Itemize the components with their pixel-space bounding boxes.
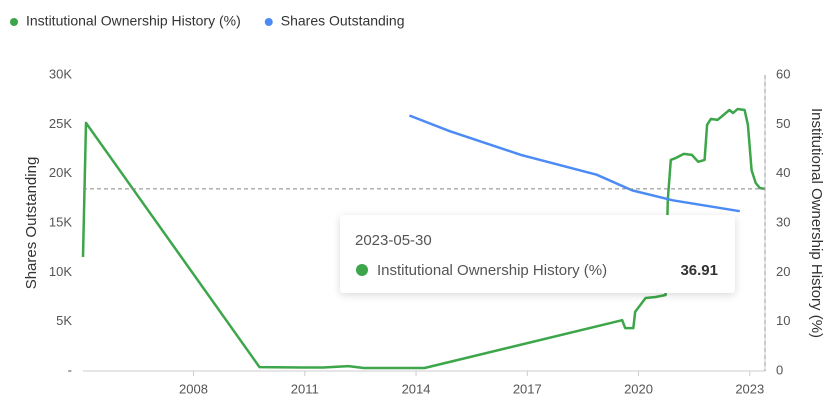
- y2-tick-label: 0: [776, 362, 783, 377]
- tooltip-date: 2023-05-30: [355, 232, 432, 249]
- x-tick-label: 2011: [291, 381, 319, 396]
- y2-tick-label: 30: [776, 214, 790, 229]
- legend-label: Shares Outstanding: [281, 13, 405, 29]
- legend-marker: [10, 18, 18, 26]
- x-tick-label: 2017: [513, 381, 542, 396]
- series-line: [81, 107, 766, 370]
- y2-tick-label: 40: [776, 165, 790, 180]
- legend-marker: [264, 18, 273, 26]
- y-tick-label: 25K: [49, 116, 72, 131]
- legend-label: Institutional Ownership History (%): [26, 13, 241, 29]
- x-tick-label: 2014: [402, 381, 431, 396]
- y-tick-label: 20K: [49, 165, 72, 180]
- legend: Institutional Ownership History (%) Share…: [10, 13, 405, 29]
- y2-tick-label: 20: [776, 264, 790, 279]
- tooltip: 2023-05-30 Institutional Ownership Histor…: [340, 215, 735, 293]
- y-tick-label: 15K: [49, 214, 72, 229]
- y-tick-label: 30K: [49, 66, 72, 81]
- tooltip-value: 36.91: [680, 262, 718, 279]
- y2-tick-label: 10: [776, 313, 790, 328]
- tooltip-marker: [356, 264, 368, 276]
- y-tick-label: -: [68, 362, 72, 377]
- y2-axis-title: Institutional Ownership History (%): [808, 108, 825, 338]
- x-tick-label: 2008: [179, 381, 208, 396]
- y2-tick-label: 60: [776, 66, 790, 81]
- x-tick-label: 2023: [735, 381, 764, 396]
- y2-tick-label: 50: [776, 116, 790, 131]
- series-line: [408, 114, 741, 213]
- tooltip-box: [340, 215, 735, 293]
- x-tick-label: 2020: [624, 381, 653, 396]
- y-tick-label: 5K: [56, 313, 72, 328]
- tooltip-series: Institutional Ownership History (%): [377, 262, 607, 279]
- y-tick-label: 10K: [49, 264, 72, 279]
- y-axis-title: Shares Outstanding: [23, 157, 40, 290]
